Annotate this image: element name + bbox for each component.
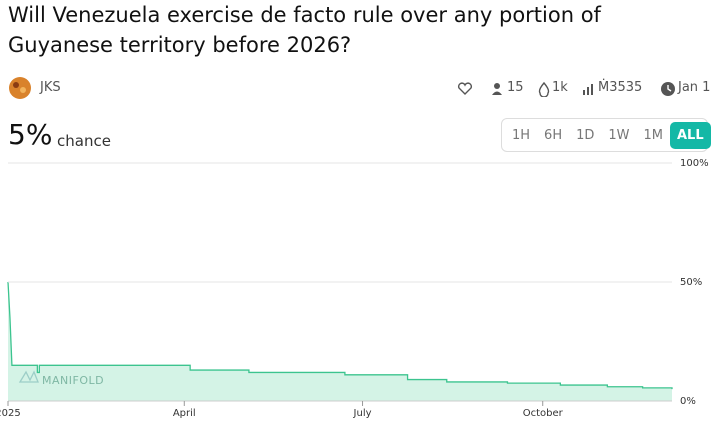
y-tick-label: 50% [680,277,702,288]
chart: MANIFOLD 0% 50% 100% 2025 April July October [0,158,709,419]
watermark-logo [18,370,39,383]
y-tick-label: 0% [680,396,696,407]
time-range-button[interactable]: ALL [670,121,711,149]
time-range-button[interactable]: 1M [643,127,664,143]
time-range-selector: 1H 6H 1D 1W 1M ALL [501,118,711,152]
avatar [9,77,31,99]
volume: 1k [552,80,568,95]
time-range-button[interactable]: 1W [608,127,630,143]
clock-icon [661,82,675,96]
y-tick-label: 100% [680,158,709,169]
time-range-button[interactable]: 6H [544,127,563,143]
liquidity: Ṁ3535 [598,80,643,95]
x-tick-label: July [353,408,372,419]
area [8,282,672,401]
author[interactable]: JKS [40,80,61,95]
probability: 5% [8,118,53,151]
line [7,281,673,390]
stat-icons [457,81,593,97]
watermark: MANIFOLD [42,374,104,387]
x-tick-label: 2025 [0,408,21,419]
time-range-button[interactable]: 1H [512,127,531,143]
traders: 15 [507,80,524,95]
x-tick-label: April [173,408,196,419]
probability-label: chance [57,132,111,150]
x-tick-label: October [523,408,564,419]
close-date: Jan 1 [678,80,711,95]
time-range-button[interactable]: 1D [576,127,595,143]
market-title: Will Venezuela exercise de facto rule ov… [8,3,601,57]
